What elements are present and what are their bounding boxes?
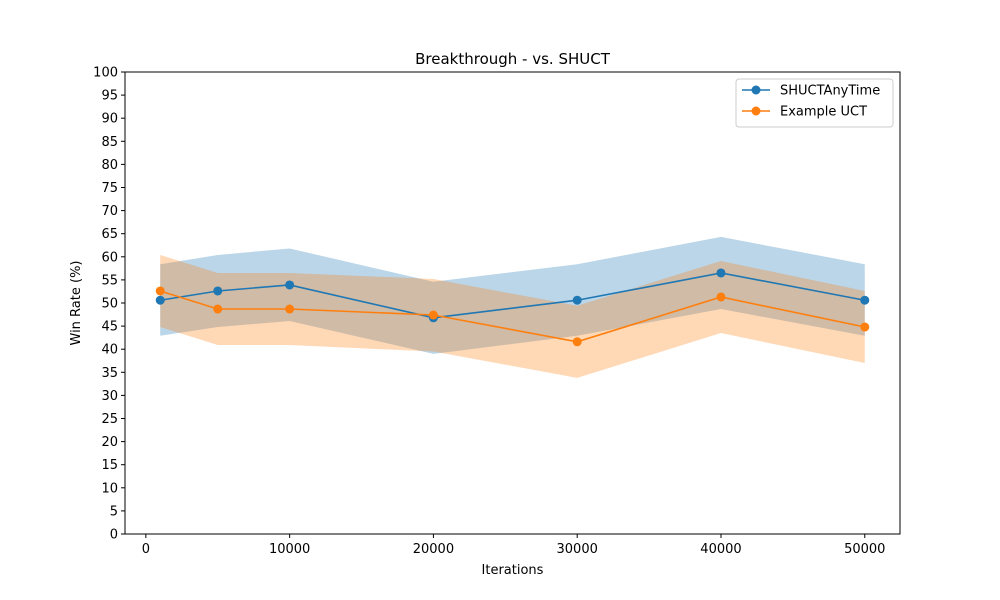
chart-title: Breakthrough - vs. SHUCT xyxy=(415,50,611,68)
y-tick-label: 35 xyxy=(101,366,118,381)
x-tick-label: 30000 xyxy=(557,542,598,557)
y-tick-label: 55 xyxy=(101,273,118,288)
point-example-uct xyxy=(860,322,870,332)
y-tick-label: 45 xyxy=(101,320,118,335)
point-shuctanytime xyxy=(716,268,726,278)
y-tick-label: 40 xyxy=(101,343,118,358)
x-tick-label: 0 xyxy=(142,542,150,557)
point-shuctanytime xyxy=(572,295,582,305)
point-example-uct xyxy=(155,286,165,296)
x-tick-label: 50000 xyxy=(844,542,885,557)
point-shuctanytime xyxy=(860,295,870,305)
point-shuctanytime xyxy=(213,286,223,296)
y-tick-label: 80 xyxy=(101,158,118,173)
y-tick-label: 15 xyxy=(101,458,118,473)
y-tick-label: 50 xyxy=(101,297,118,312)
y-tick-label: 10 xyxy=(101,481,118,496)
x-axis-ticks: 0 10000 20000 30000 40000 50000 xyxy=(142,534,885,557)
y-tick-label: 20 xyxy=(101,435,118,450)
point-example-uct xyxy=(285,304,295,314)
y-tick-label: 65 xyxy=(101,227,118,242)
y-tick-label: 75 xyxy=(101,181,118,196)
x-tick-label: 20000 xyxy=(413,542,454,557)
point-shuctanytime xyxy=(155,295,165,305)
series-markers xyxy=(155,268,870,347)
point-shuctanytime xyxy=(285,280,295,290)
y-tick-label: 70 xyxy=(101,204,118,219)
y-tick-label: 30 xyxy=(101,389,118,404)
legend-label: Example UCT xyxy=(780,105,867,120)
legend-box xyxy=(735,78,894,128)
band-example-uct xyxy=(160,254,865,378)
point-example-uct xyxy=(716,292,726,302)
confidence-bands xyxy=(160,236,865,378)
legend-swatch-marker xyxy=(751,85,761,95)
point-example-uct xyxy=(213,304,223,314)
y-tick-label: 60 xyxy=(101,250,118,265)
band-shuctanytime xyxy=(160,236,865,354)
legend-label: SHUCTAnyTime xyxy=(780,84,880,99)
y-tick-label: 90 xyxy=(101,112,118,127)
x-tick-label: 40000 xyxy=(700,542,741,557)
point-example-uct xyxy=(428,310,438,320)
y-tick-label: 25 xyxy=(101,412,118,427)
legend: SHUCTAnyTime Example UCT xyxy=(735,78,894,128)
x-axis-label: Iterations xyxy=(482,563,544,578)
legend-swatch-marker xyxy=(751,106,761,116)
point-example-uct xyxy=(572,337,582,347)
y-tick-label: 5 xyxy=(110,504,118,519)
x-tick-label: 10000 xyxy=(269,542,310,557)
y-tick-label: 95 xyxy=(101,89,118,104)
y-axis-label: Win Rate (%) xyxy=(69,261,84,346)
y-tick-label: 100 xyxy=(93,66,118,81)
y-tick-label: 0 xyxy=(110,528,118,543)
y-axis-ticks: 0 5 10 15 20 25 30 35 40 45 50 55 60 65 70 75 80 85 90 95 10… xyxy=(93,66,125,543)
y-tick-label: 85 xyxy=(101,135,118,150)
